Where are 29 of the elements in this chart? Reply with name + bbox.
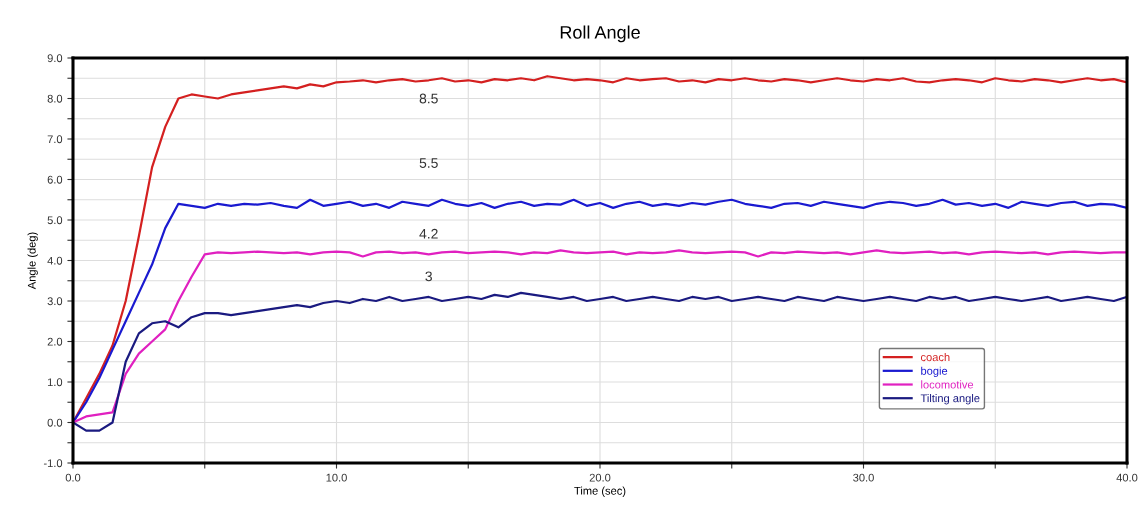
y-tick-label: 4.0 — [47, 256, 63, 265]
y-tick-label: 2.0 — [47, 337, 63, 346]
x-tick-label: 10.0 — [326, 473, 347, 482]
x-tick-label: 30.0 — [853, 473, 874, 482]
y-tick-label: 9.0 — [47, 54, 63, 63]
line-series — [73, 249, 1127, 424]
y-tick-label: 0.0 — [47, 418, 63, 427]
y-tick-label: 6.0 — [47, 175, 63, 184]
x-axis-title: Time (sec) — [574, 486, 626, 497]
y-tick-label: 3.0 — [47, 297, 63, 306]
y-tick-label: -1.0 — [43, 459, 63, 468]
legend-label: bogie — [921, 366, 948, 378]
annotation: 3 — [425, 271, 432, 282]
y-tick-label: 5.0 — [47, 216, 63, 225]
legend-label: coach — [920, 352, 950, 362]
x-tick-label: 40.0 — [1116, 473, 1138, 482]
x-tick-label: 0.0 — [65, 473, 81, 482]
annotation: 5.5 — [419, 158, 438, 168]
y-tick-label: 8.0 — [47, 94, 63, 103]
y-tick-label: 7.0 — [47, 135, 63, 144]
y-tick-label: 1.0 — [47, 378, 63, 387]
annotation: 4.2 — [419, 228, 438, 239]
legend-label: locomotive — [921, 380, 974, 389]
chart-title: Roll Angle — [560, 25, 640, 43]
annotation: 8.5 — [419, 93, 438, 104]
legend-label: Tilting angle — [920, 394, 980, 405]
line-series — [73, 291, 1127, 432]
y-axis-title: Angle (deg) — [27, 232, 38, 290]
x-tick-label: 20.0 — [589, 473, 611, 482]
